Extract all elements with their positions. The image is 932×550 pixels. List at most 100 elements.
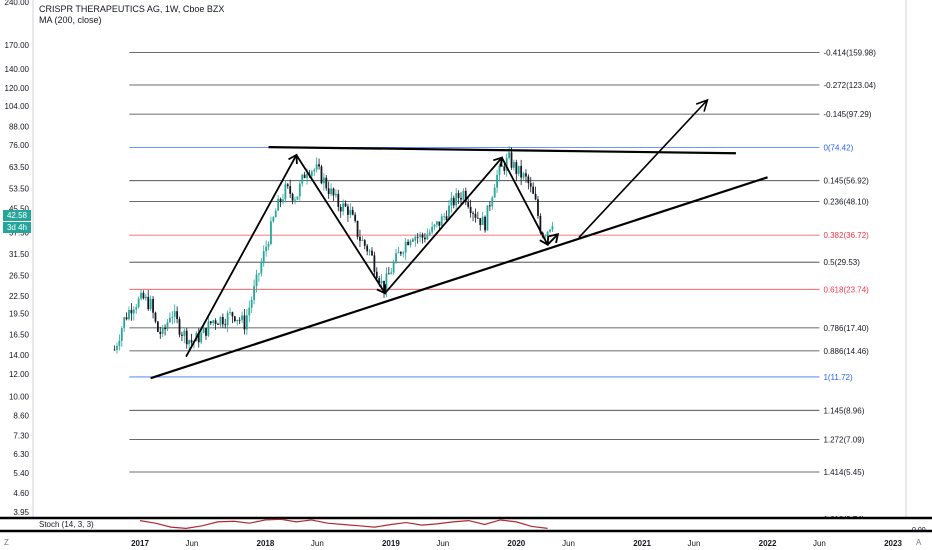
fib-level-label: 0.618(23.74)	[823, 285, 869, 294]
x-tick-label: 2023	[884, 539, 902, 548]
candle-body	[270, 221, 272, 245]
countdown-badge: 3d 4h	[3, 222, 31, 233]
last-price-badge: 42.58	[3, 210, 31, 221]
candle-body	[159, 331, 162, 334]
candle-body	[481, 216, 484, 225]
candle-body	[279, 198, 282, 203]
candle-body	[320, 166, 323, 184]
candle-body	[188, 340, 191, 345]
candle-body	[250, 299, 253, 308]
candle-body	[356, 220, 359, 237]
candle-body	[291, 193, 294, 201]
candle-body	[286, 184, 289, 187]
candle-body	[520, 165, 523, 178]
candle-body	[325, 177, 328, 189]
candle-body	[544, 236, 547, 238]
y-tick-label: 53.50	[9, 184, 30, 193]
drawings[interactable]	[150, 98, 768, 380]
candle-body	[438, 221, 441, 226]
candle-body	[505, 157, 508, 171]
y-tick-label: 26.50	[9, 272, 30, 281]
stoch-legend[interactable]: Stoch (14, 3, 3)	[38, 520, 95, 529]
candle-body	[476, 217, 479, 219]
y-tick-label: 16.50	[9, 330, 30, 339]
candle-body	[137, 298, 140, 308]
candle-body	[298, 183, 301, 197]
candle-body	[525, 173, 527, 177]
y-tick-label: 6.30	[13, 450, 29, 459]
candle-body	[272, 217, 275, 222]
candle-body	[282, 199, 284, 203]
candle-body	[118, 340, 121, 346]
candle-body	[532, 186, 535, 194]
zigzag-arrowhead	[548, 232, 560, 244]
trendline-resistance	[268, 146, 736, 155]
candle-body	[125, 317, 128, 320]
candle-body	[284, 184, 287, 200]
candle-body	[258, 273, 260, 275]
indicator-legend[interactable]: MA (200, close)	[39, 15, 102, 25]
candle-body	[363, 240, 366, 246]
y-tick-label: 3.95	[13, 508, 29, 517]
candle-body	[217, 323, 219, 325]
candle-body	[120, 328, 123, 341]
x-tick-label: Jun	[562, 539, 575, 548]
candle-body	[508, 152, 511, 158]
candle-body	[488, 205, 491, 207]
candle-body	[154, 312, 157, 322]
y-tick-label: 7.30	[13, 432, 29, 441]
candle-body	[169, 317, 171, 323]
fib-level-label: 0(74.42)	[823, 143, 853, 152]
candle-body	[359, 236, 361, 241]
fib-level-label: 1(11.72)	[823, 373, 853, 382]
candle-body	[243, 315, 246, 330]
stoch-k-line	[139, 518, 548, 530]
x-tick-label: 2022	[759, 539, 777, 548]
x-tick-label: 2017	[131, 539, 149, 548]
candle-body	[229, 312, 231, 313]
candle-body	[171, 316, 174, 318]
zoom-corner[interactable]: Z	[4, 538, 9, 547]
candle-body	[200, 332, 203, 343]
candle-body	[399, 252, 402, 254]
candle-body	[332, 188, 335, 196]
y-tick-label: 104.00	[5, 102, 30, 111]
candle-body	[371, 250, 373, 256]
candle-body	[140, 292, 142, 299]
candle-body	[190, 340, 193, 343]
candle-body	[248, 307, 251, 316]
candle-body	[395, 253, 397, 263]
fib-level-label: 0.886(14.46)	[823, 347, 869, 356]
candle-body	[183, 330, 186, 336]
candle-body	[166, 322, 169, 330]
candle-body	[130, 309, 133, 314]
candle-body	[392, 262, 395, 273]
auto-scale-button[interactable]: A	[916, 538, 922, 547]
candle-body	[132, 309, 135, 314]
candle-body	[226, 312, 229, 326]
x-tick-label: Jun	[813, 539, 826, 548]
candle-body	[498, 165, 501, 175]
candle-body	[529, 183, 532, 187]
trendline-support	[150, 176, 768, 380]
candle-body	[527, 176, 530, 184]
candle-body	[327, 188, 330, 195]
candle-body	[387, 273, 390, 275]
fib-level-label: 1.145(8.96)	[823, 406, 864, 415]
candle-body	[366, 245, 369, 252]
y-tick-label: 170.00	[5, 41, 30, 50]
candle-body	[546, 231, 549, 237]
candle-body	[274, 210, 277, 218]
candle-body	[238, 319, 241, 321]
candle-body	[455, 193, 458, 206]
candle-body	[255, 274, 258, 287]
symbol-title[interactable]: CRISPR THERAPEUTICS AG, 1W, Cboe BZX	[39, 4, 225, 14]
candle-body	[445, 216, 448, 220]
candle-body	[116, 345, 118, 350]
candle-body	[347, 206, 349, 215]
candle-body	[262, 251, 265, 263]
candle-body	[414, 236, 417, 241]
candle-body	[142, 292, 145, 299]
projection-arrow-line	[578, 99, 708, 239]
